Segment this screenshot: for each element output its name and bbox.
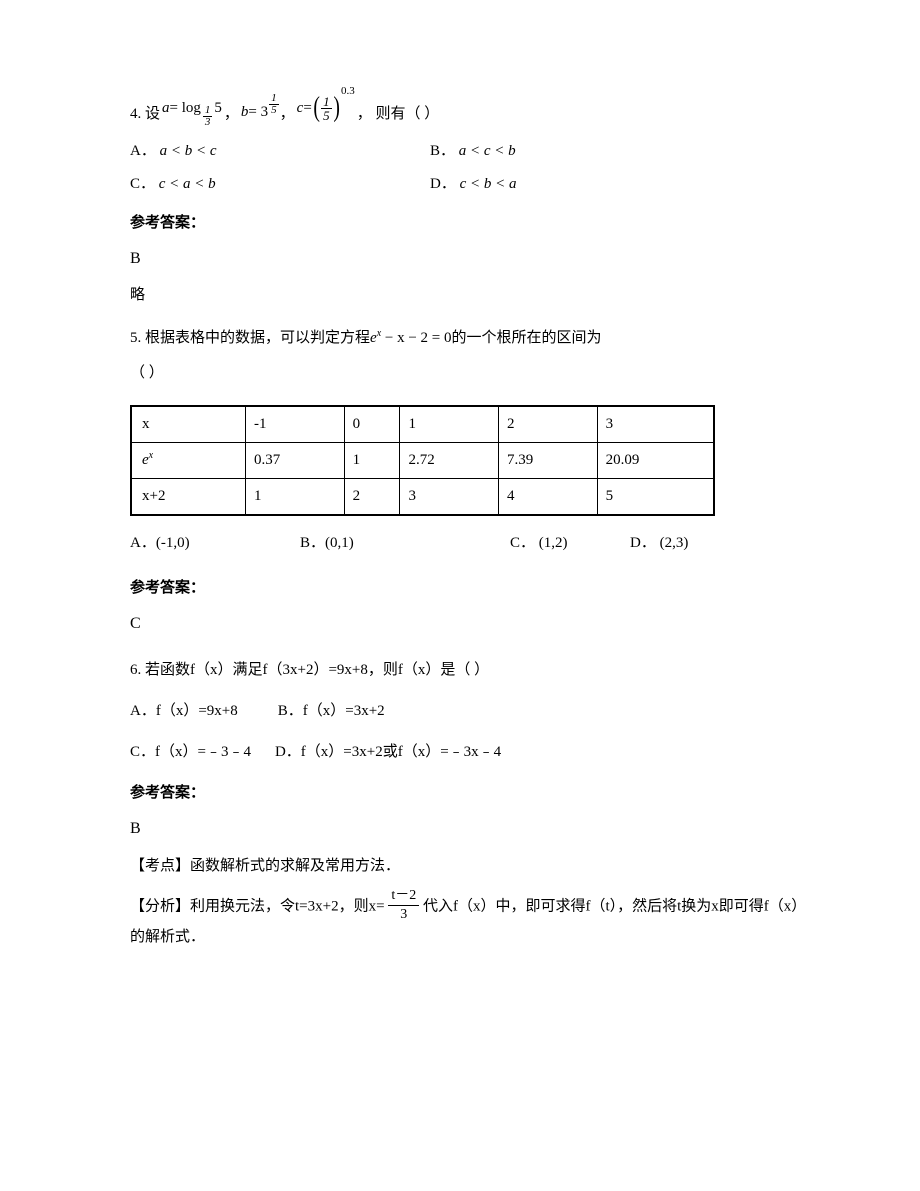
table-cell: 0 — [344, 406, 400, 443]
q4-a-expr: a = log 1 3 5 — [162, 95, 222, 122]
q6-fenxi: 【分析】利用换元法，令t=3x+2，则x= t－2 3 代入f（x）中，即可求得… — [130, 890, 810, 951]
table-cell: 0.37 — [246, 442, 345, 478]
q4-number: 4. 设 — [130, 101, 160, 128]
table-cell: 3 — [400, 478, 499, 515]
question-4: 4. 设 a = log 1 3 5 ， b = 3 1 5 ， — [130, 100, 810, 309]
table-row: ex 0.37 1 2.72 7.39 20.09 — [131, 442, 714, 478]
q6-option-d: D．f（x）=3x+2或f（x）=﹣3x﹣4 — [275, 744, 501, 760]
table-cell: 1 — [400, 406, 499, 443]
q4-tail: ， 则有（ ） — [357, 101, 440, 128]
q5-answer: C — [130, 610, 810, 639]
q6-answer: B — [130, 815, 810, 844]
q4-omit: 略 — [130, 282, 810, 309]
q4-option-b: B． a < c < b — [430, 138, 516, 165]
q6-options-row2: C．f（x）=﹣3﹣4 D．f（x）=3x+2或f（x）=﹣3x﹣4 — [130, 739, 810, 766]
q4-b-expr: b = 3 1 5 — [241, 99, 278, 126]
q5-equation: ex − x − 2 = 0 — [370, 330, 452, 346]
q6-answer-label: 参考答案： — [130, 780, 810, 807]
q6-options-row1: A．f（x）=9x+8 B．f（x）=3x+2 — [130, 698, 810, 725]
question-6: 6. 若函数f（x）满足f（3x+2）=9x+8，则f（x）是（ ） A．f（x… — [130, 657, 810, 952]
table-cell: 2 — [499, 406, 598, 443]
q5-option-a: A．(-1,0) — [130, 530, 300, 557]
comma: ， — [224, 101, 239, 128]
comma: ， — [280, 101, 295, 128]
q4-answer-label: 参考答案： — [130, 210, 810, 237]
table-cell: x — [131, 406, 246, 443]
table-cell: 20.09 — [597, 442, 714, 478]
table-cell: 1 — [344, 442, 400, 478]
q6-option-b: B．f（x）=3x+2 — [278, 703, 385, 719]
table-cell: 5 — [597, 478, 714, 515]
table-row: x -1 0 1 2 3 — [131, 406, 714, 443]
q5-stem: 5. 根据表格中的数据，可以判定方程ex − x − 2 = 0的一个根所在的区… — [130, 325, 810, 352]
table-cell: x+2 — [131, 478, 246, 515]
q6-stem: 6. 若函数f（x）满足f（3x+2）=9x+8，则f（x）是（ ） — [130, 657, 810, 684]
q5-option-d: D． (2,3) — [630, 530, 688, 557]
q6-option-a: A．f（x）=9x+8 — [130, 703, 238, 719]
question-5: 5. 根据表格中的数据，可以判定方程ex − x − 2 = 0的一个根所在的区… — [130, 325, 810, 639]
q4-answer: B — [130, 245, 810, 274]
table-cell: -1 — [246, 406, 345, 443]
table-cell: ex — [131, 442, 246, 478]
q5-options: A．(-1,0) B．(0,1) C． (1,2) D． (2,3) — [130, 530, 810, 557]
table-cell: 3 — [597, 406, 714, 443]
table-cell: 4 — [499, 478, 598, 515]
table-row: x+2 1 2 3 4 5 — [131, 478, 714, 515]
q4-c-expr: c = ( 1 5 ) 0.3 — [297, 94, 355, 122]
q5-paren: （ ） — [130, 360, 810, 387]
q5-answer-label: 参考答案： — [130, 575, 810, 602]
q4-options-row2: C． c < a < b D． c < b < a — [130, 171, 810, 198]
q4-option-d: D． c < b < a — [430, 171, 517, 198]
table-cell: 2 — [344, 478, 400, 515]
q6-option-c: C．f（x）=﹣3﹣4 — [130, 744, 251, 760]
table-cell: 2.72 — [400, 442, 499, 478]
q4-stem: 4. 设 a = log 1 3 5 ， b = 3 1 5 ， — [130, 100, 810, 128]
q5-option-b: B．(0,1) — [300, 530, 510, 557]
q4-option-a: A． a < b < c — [130, 138, 430, 165]
q5-data-table: x -1 0 1 2 3 ex 0.37 1 2.72 7.39 20.09 x… — [130, 405, 715, 516]
q5-option-c: C． (1,2) — [510, 530, 630, 557]
q4-options-row1: A． a < b < c B． a < c < b — [130, 138, 810, 165]
table-cell: 7.39 — [499, 442, 598, 478]
q6-kaodian: 【考点】函数解析式的求解及常用方法． — [130, 853, 810, 880]
table-cell: 1 — [246, 478, 345, 515]
fraction: t－2 3 — [388, 888, 419, 922]
q4-option-c: C． c < a < b — [130, 171, 430, 198]
